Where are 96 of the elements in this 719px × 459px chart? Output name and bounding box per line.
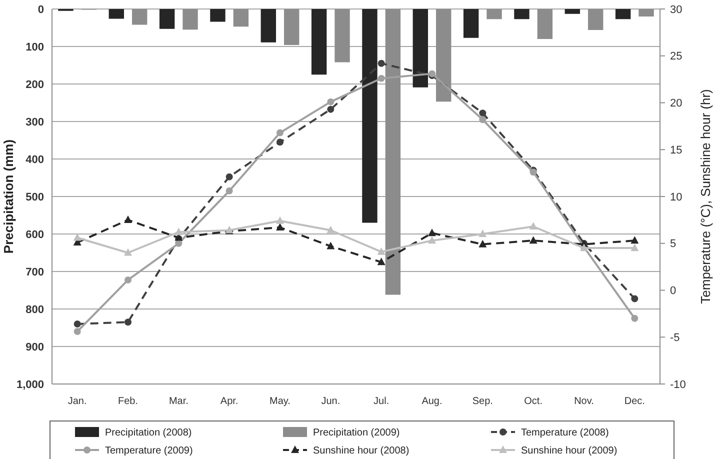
point (630, 236, 639, 244)
point (478, 240, 487, 248)
y2-tick-label: 25 (670, 50, 682, 63)
y2-tick-label: 15 (670, 144, 682, 156)
point (276, 222, 284, 230)
bar (334, 9, 350, 62)
y2-axis-title: Temperature (°C), Sunshine hour (hr) (698, 89, 713, 304)
bar (537, 9, 553, 39)
bar (233, 9, 249, 27)
x-tick-label: Aug. (422, 396, 442, 407)
legend-label: Precipitation (2008) (105, 428, 192, 438)
bar (182, 9, 198, 30)
point (174, 228, 183, 236)
y-tick-label: 500 (26, 191, 44, 204)
bar (108, 9, 124, 19)
bar (132, 9, 148, 25)
y2-tick-label: -5 (670, 332, 680, 344)
bar (311, 9, 327, 75)
point (378, 74, 385, 82)
bar (284, 9, 300, 45)
point (124, 215, 132, 223)
y-tick-label: 600 (26, 228, 44, 241)
point (326, 242, 335, 250)
bar (436, 9, 452, 102)
legend-label: Temperature (2008) (521, 428, 609, 438)
y-tick-label: 700 (26, 266, 44, 278)
y2-tick-label: 10 (670, 191, 682, 204)
bar (564, 9, 580, 14)
x-tick-label: Apr. (220, 396, 238, 407)
x-tick-label: May. (270, 396, 290, 407)
y-tick-label: 100 (26, 41, 44, 54)
y-tick-label: 1,000 (16, 378, 44, 391)
point (276, 129, 284, 136)
x-tick-label: Jun. (321, 396, 340, 407)
point (377, 258, 386, 266)
point (631, 295, 638, 302)
point (478, 230, 487, 237)
y-tick-label: 200 (26, 78, 44, 91)
bar (588, 9, 604, 30)
bar (638, 9, 654, 16)
point (124, 276, 132, 284)
point (428, 236, 436, 244)
bar (260, 9, 276, 42)
point (529, 236, 538, 244)
legend-label: Precipitation (2009) (313, 428, 400, 438)
legend-label: Temperature (2009) (105, 446, 193, 456)
point (631, 314, 638, 322)
point (74, 320, 81, 328)
bar (615, 9, 631, 20)
point (377, 247, 386, 255)
point (226, 187, 233, 194)
y2-tick-label: 20 (670, 98, 682, 110)
point (74, 328, 81, 335)
x-tick-label: Oct. (524, 396, 543, 407)
x-tick-label: Sep. (472, 396, 493, 407)
point (276, 138, 284, 146)
y-axis-title: Precipitation (mm) (1, 139, 16, 254)
point (226, 173, 233, 180)
y2-tick-label: 5 (670, 238, 676, 250)
y2-tick-label: 30 (670, 4, 682, 16)
y-tick-label: 300 (26, 116, 44, 128)
bar (385, 9, 401, 295)
y-tick-label: 0 (38, 4, 44, 16)
bar (362, 9, 378, 223)
x-tick-label: Nov. (574, 396, 594, 407)
y2-tick-label: -10 (670, 378, 686, 391)
y-tick-label: 900 (26, 341, 44, 354)
y-tick-label: 400 (26, 154, 44, 166)
x-tick-label: Mar. (168, 396, 188, 407)
point (630, 244, 639, 252)
point (124, 318, 132, 326)
x-tick-label: Dec. (624, 396, 645, 407)
legend-label: Sunshine hour (2008) (313, 446, 410, 456)
bar (486, 9, 502, 20)
bar (463, 9, 479, 38)
x-tick-label: Jan. (68, 396, 87, 407)
point (327, 98, 334, 106)
point (327, 106, 334, 113)
legend-label: Sunshine hour (2009) (521, 446, 618, 456)
point (326, 226, 335, 234)
bar (412, 9, 428, 88)
point (73, 233, 82, 241)
y2-tick-label: 0 (670, 285, 676, 298)
point (479, 116, 486, 124)
point (428, 228, 436, 236)
point (378, 60, 385, 67)
point (479, 110, 486, 117)
bar (210, 9, 226, 22)
point (529, 222, 538, 230)
x-tick-label: Feb. (118, 396, 138, 407)
bar (159, 9, 175, 29)
y-tick-label: 800 (26, 304, 44, 316)
bar (514, 9, 530, 20)
point (276, 216, 284, 224)
point (124, 248, 132, 256)
x-tick-label: Jul. (374, 396, 390, 407)
